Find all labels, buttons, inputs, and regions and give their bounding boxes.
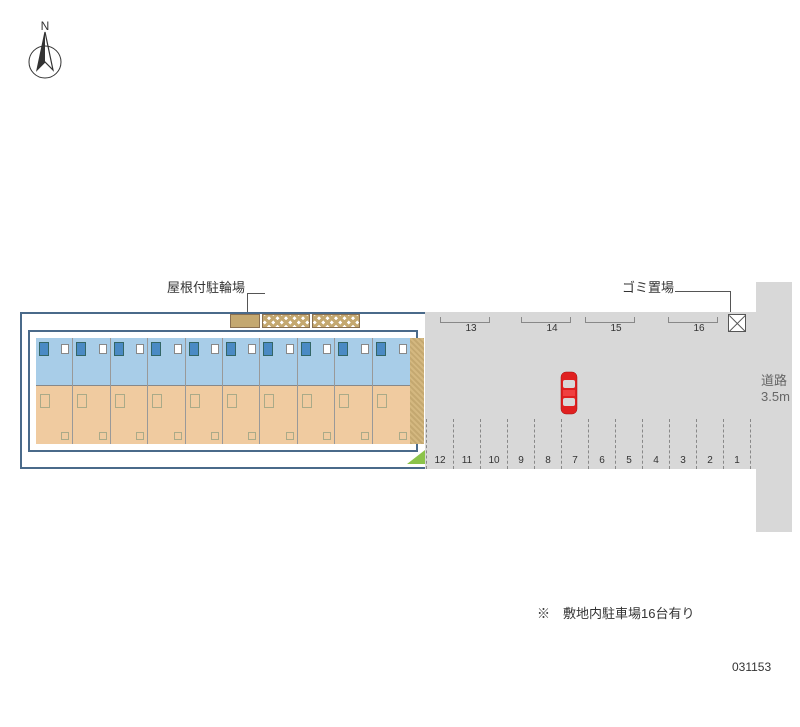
document-id: 031153 xyxy=(732,660,771,674)
parking-slot-number: 10 xyxy=(481,455,507,466)
callout-line xyxy=(730,291,731,313)
parking-slot: 5 xyxy=(615,419,642,469)
road-area xyxy=(756,282,792,532)
parking-slot-number: 9 xyxy=(508,455,534,466)
apartment-unit xyxy=(111,338,148,444)
parking-slot: 10 xyxy=(480,419,507,469)
trash-enclosure xyxy=(728,314,746,332)
parking-slot: 1 xyxy=(723,419,750,469)
parking-slot-number: 6 xyxy=(589,455,615,466)
callout-line xyxy=(675,291,730,292)
parking-slot-number: 5 xyxy=(616,455,642,466)
parking-slot-number: 13 xyxy=(446,323,496,334)
bike-parking-shelter xyxy=(230,314,360,328)
parking-slot-number: 14 xyxy=(527,323,577,334)
callout-line xyxy=(247,293,265,294)
parking-note: ※ 敷地内駐車場16台有り xyxy=(537,603,694,622)
trash-label: ゴミ置場 xyxy=(622,277,674,296)
parking-slot: 8 xyxy=(534,419,561,469)
parking-slot: 9 xyxy=(507,419,534,469)
apartment-unit xyxy=(373,338,410,444)
car-icon xyxy=(559,370,579,421)
parking-slot: 11 xyxy=(453,419,480,469)
corridor-hatching xyxy=(410,338,424,444)
callout-line xyxy=(247,293,248,313)
parking-slot-number: 11 xyxy=(454,455,480,466)
apartment-unit xyxy=(298,338,335,444)
parking-slot-number: 8 xyxy=(535,455,561,466)
bike-parking-label: 屋根付駐輪場 xyxy=(167,277,245,296)
apartment-unit xyxy=(148,338,185,444)
parking-slot-number: 12 xyxy=(427,455,453,466)
compass-rose: N xyxy=(15,20,75,95)
parking-slot-divider xyxy=(750,419,751,469)
road-width: 3.5m xyxy=(761,389,790,404)
road-text: 道路 xyxy=(761,373,787,388)
parking-slot-number: 15 xyxy=(591,323,641,334)
parking-slot: 12 xyxy=(426,419,453,469)
parking-slot: 4 xyxy=(642,419,669,469)
apartment-unit xyxy=(260,338,297,444)
parking-slot-number: 16 xyxy=(674,323,724,334)
compass-n-label: N xyxy=(41,20,50,33)
apartment-unit xyxy=(335,338,372,444)
parking-slot-number: 2 xyxy=(697,455,723,466)
apartment-unit xyxy=(186,338,223,444)
road-label: 道路 3.5m xyxy=(761,370,790,404)
parking-slot-number: 7 xyxy=(562,455,588,466)
apartment-unit xyxy=(73,338,110,444)
parking-slot-number: 1 xyxy=(724,455,750,466)
parking-slot-number: 4 xyxy=(643,455,669,466)
bike-seg xyxy=(262,314,310,328)
parking-slot: 2 xyxy=(696,419,723,469)
units-row xyxy=(36,338,410,444)
parking-slot: 7 xyxy=(561,419,588,469)
apartment-unit xyxy=(36,338,73,444)
parking-slot: 6 xyxy=(588,419,615,469)
bike-seg xyxy=(312,314,360,328)
parking-slot: 3 xyxy=(669,419,696,469)
apartment-unit xyxy=(223,338,260,444)
parking-slot-number: 3 xyxy=(670,455,696,466)
bike-seg xyxy=(230,314,260,328)
